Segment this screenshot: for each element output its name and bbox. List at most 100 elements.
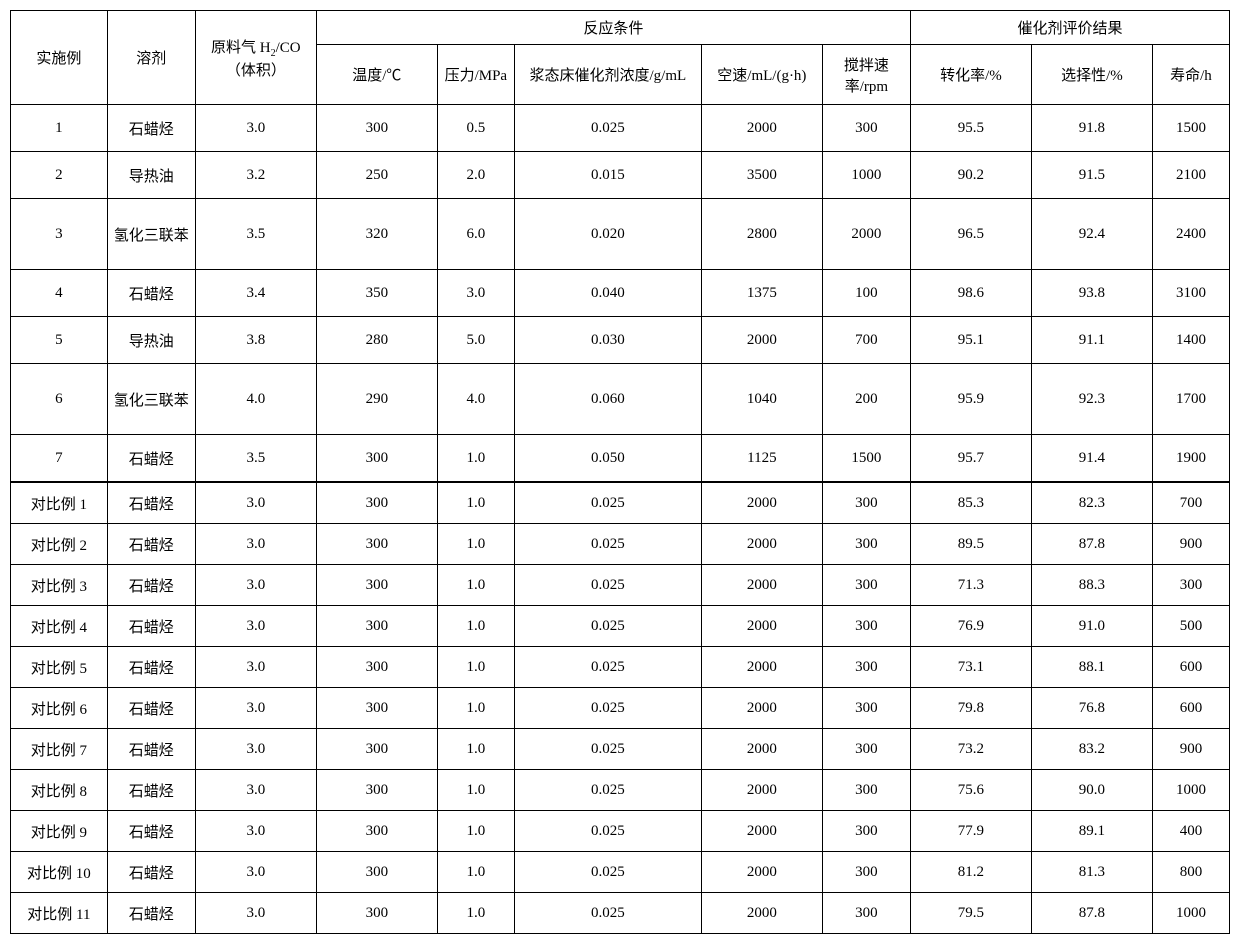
cell-ex: 1 (11, 105, 108, 152)
cell-ex: 对比例 6 (11, 688, 108, 729)
cell-stir: 300 (822, 524, 910, 565)
cell-ex: 2 (11, 152, 108, 199)
cell-life: 1700 (1152, 364, 1229, 435)
cell-sv: 3500 (701, 152, 822, 199)
cell-conv: 77.9 (910, 811, 1031, 852)
cell-stir: 100 (822, 270, 910, 317)
cell-solv: 石蜡烃 (107, 105, 195, 152)
cell-feed: 3.0 (195, 770, 316, 811)
cell-conc: 0.050 (514, 435, 701, 483)
cell-stir: 300 (822, 811, 910, 852)
cell-conc: 0.025 (514, 565, 701, 606)
cell-feed: 3.0 (195, 811, 316, 852)
cell-sv: 2000 (701, 729, 822, 770)
cell-sel: 88.3 (1031, 565, 1152, 606)
cell-conv: 73.2 (910, 729, 1031, 770)
cell-solv: 石蜡烃 (107, 893, 195, 934)
cell-conc: 0.025 (514, 688, 701, 729)
cell-sv: 2000 (701, 893, 822, 934)
cell-temp: 350 (316, 270, 437, 317)
table-row: 对比例 5石蜡烃3.03001.00.025200030073.188.1600 (11, 647, 1230, 688)
cell-stir: 300 (822, 482, 910, 524)
cell-conc: 0.030 (514, 317, 701, 364)
cell-solv: 氢化三联苯 (107, 199, 195, 270)
table-row: 对比例 6石蜡烃3.03001.00.025200030079.876.8600 (11, 688, 1230, 729)
cell-sv: 2000 (701, 565, 822, 606)
cell-temp: 300 (316, 770, 437, 811)
col-life: 寿命/h (1152, 45, 1229, 105)
cell-feed: 3.5 (195, 435, 316, 483)
cell-conv: 95.9 (910, 364, 1031, 435)
cell-feed: 3.0 (195, 729, 316, 770)
col-space-velocity: 空速/mL/(g·h) (701, 45, 822, 105)
cell-solv: 氢化三联苯 (107, 364, 195, 435)
cell-conv: 85.3 (910, 482, 1031, 524)
cell-feed: 3.0 (195, 688, 316, 729)
catalyst-results-table: 实施例 溶剂 原料气 H2/CO（体积） 反应条件 催化剂评价结果 温度/℃ 压… (10, 10, 1230, 934)
cell-sel: 76.8 (1031, 688, 1152, 729)
cell-sel: 92.3 (1031, 364, 1152, 435)
cell-conc: 0.025 (514, 893, 701, 934)
cell-sv: 2000 (701, 105, 822, 152)
cell-life: 500 (1152, 606, 1229, 647)
table-row: 对比例 10石蜡烃3.03001.00.025200030081.281.380… (11, 852, 1230, 893)
cell-pres: 1.0 (437, 647, 514, 688)
cell-conv: 89.5 (910, 524, 1031, 565)
cell-feed: 3.8 (195, 317, 316, 364)
cell-sel: 83.2 (1031, 729, 1152, 770)
cell-ex: 5 (11, 317, 108, 364)
cell-sel: 93.8 (1031, 270, 1152, 317)
cell-temp: 250 (316, 152, 437, 199)
cell-pres: 1.0 (437, 729, 514, 770)
cell-stir: 2000 (822, 199, 910, 270)
cell-sel: 88.1 (1031, 647, 1152, 688)
cell-conc: 0.025 (514, 852, 701, 893)
cell-feed: 3.0 (195, 647, 316, 688)
cell-life: 2100 (1152, 152, 1229, 199)
cell-conc: 0.060 (514, 364, 701, 435)
table-header: 实施例 溶剂 原料气 H2/CO（体积） 反应条件 催化剂评价结果 温度/℃ 压… (11, 11, 1230, 105)
cell-conv: 75.6 (910, 770, 1031, 811)
cell-temp: 300 (316, 482, 437, 524)
cell-ex: 7 (11, 435, 108, 483)
cell-life: 300 (1152, 565, 1229, 606)
cell-solv: 石蜡烃 (107, 729, 195, 770)
col-example: 实施例 (11, 11, 108, 105)
cell-conv: 79.5 (910, 893, 1031, 934)
cell-ex: 对比例 8 (11, 770, 108, 811)
cell-temp: 300 (316, 893, 437, 934)
table-row: 4石蜡烃3.43503.00.040137510098.693.83100 (11, 270, 1230, 317)
col-feed-gas: 原料气 H2/CO（体积） (195, 11, 316, 105)
table-row: 7石蜡烃3.53001.00.0501125150095.791.41900 (11, 435, 1230, 483)
table-row: 对比例 9石蜡烃3.03001.00.025200030077.989.1400 (11, 811, 1230, 852)
cell-pres: 4.0 (437, 364, 514, 435)
cell-stir: 300 (822, 565, 910, 606)
cell-pres: 1.0 (437, 811, 514, 852)
cell-conv: 95.7 (910, 435, 1031, 483)
col-conversion: 转化率/% (910, 45, 1031, 105)
cell-conv: 90.2 (910, 152, 1031, 199)
cell-ex: 对比例 1 (11, 482, 108, 524)
cell-pres: 1.0 (437, 435, 514, 483)
cell-conc: 0.025 (514, 647, 701, 688)
col-group-results: 催化剂评价结果 (910, 11, 1229, 45)
cell-pres: 1.0 (437, 606, 514, 647)
cell-conc: 0.025 (514, 105, 701, 152)
cell-sv: 2000 (701, 647, 822, 688)
cell-pres: 6.0 (437, 199, 514, 270)
table-row: 对比例 4石蜡烃3.03001.00.025200030076.991.0500 (11, 606, 1230, 647)
cell-ex: 对比例 5 (11, 647, 108, 688)
cell-sv: 1040 (701, 364, 822, 435)
cell-conv: 95.1 (910, 317, 1031, 364)
cell-sv: 1125 (701, 435, 822, 483)
cell-feed: 3.0 (195, 105, 316, 152)
cell-sv: 2800 (701, 199, 822, 270)
cell-sv: 2000 (701, 482, 822, 524)
cell-solv: 石蜡烃 (107, 770, 195, 811)
cell-feed: 3.0 (195, 524, 316, 565)
cell-pres: 1.0 (437, 565, 514, 606)
cell-sel: 87.8 (1031, 524, 1152, 565)
cell-pres: 1.0 (437, 852, 514, 893)
col-group-conditions: 反应条件 (316, 11, 910, 45)
table-row: 对比例 2石蜡烃3.03001.00.025200030089.587.8900 (11, 524, 1230, 565)
